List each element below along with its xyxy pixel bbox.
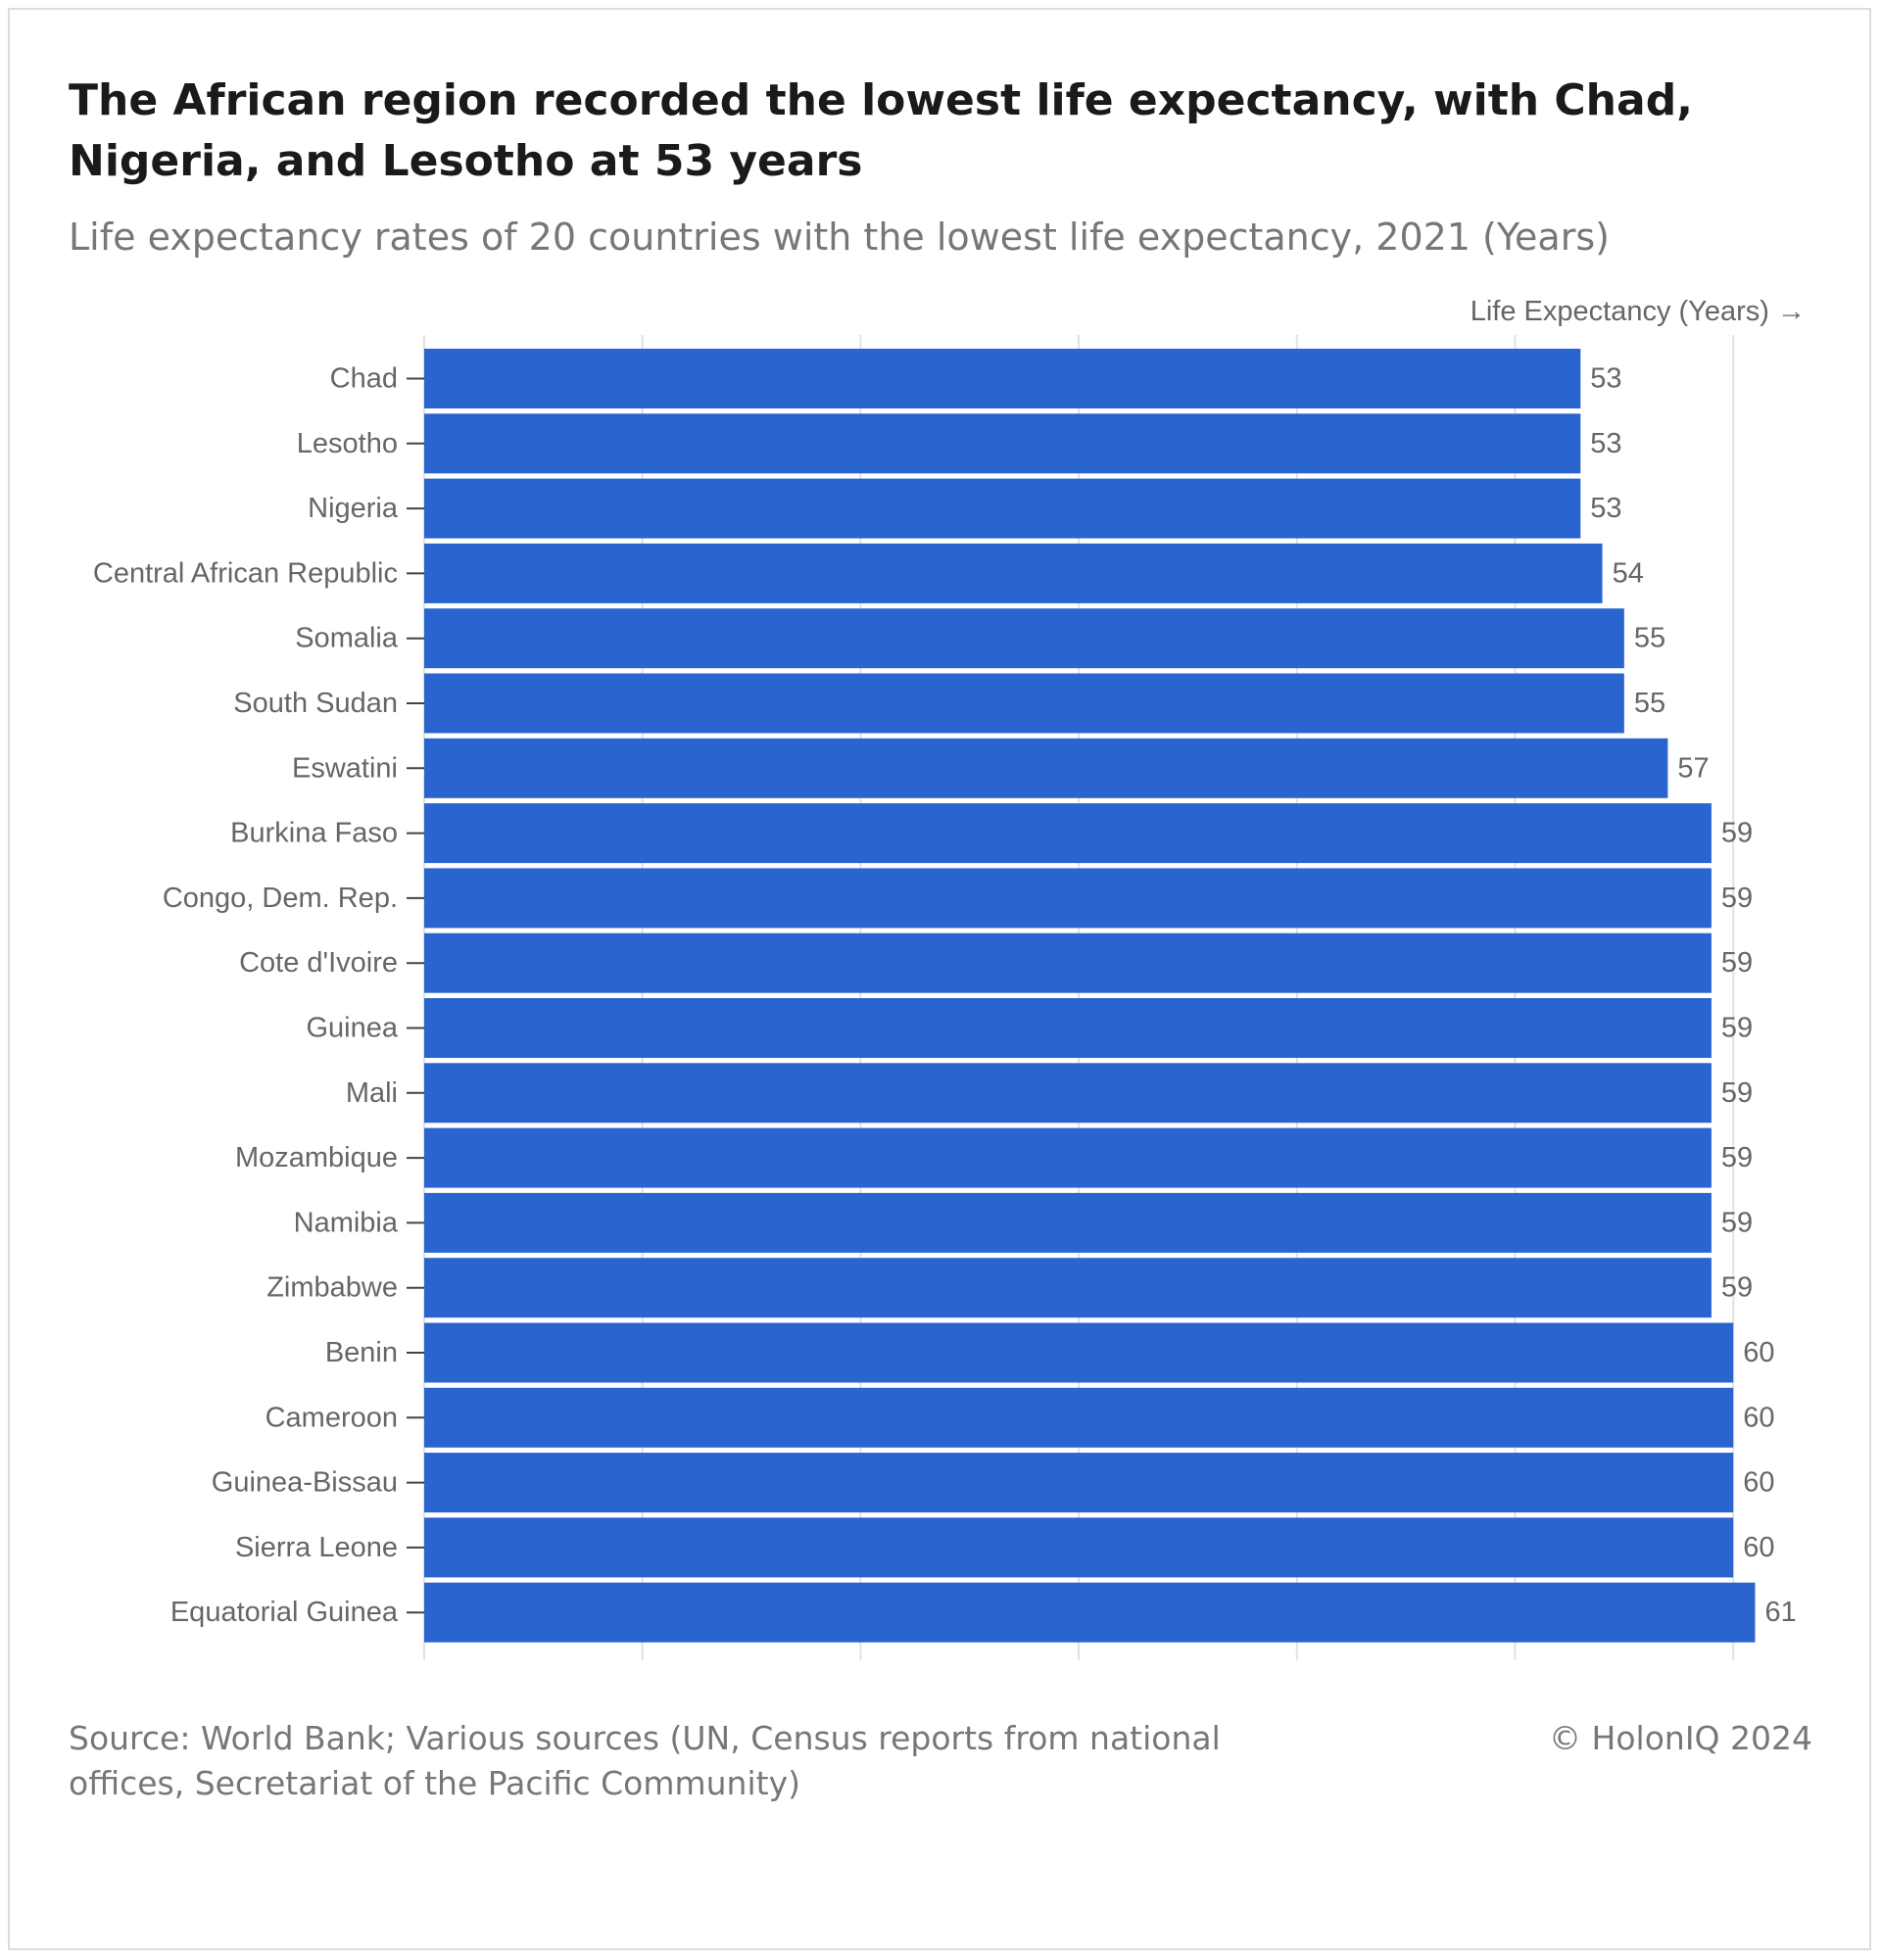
x-axis-label: Life Expectancy (Years) → bbox=[1471, 296, 1806, 327]
category-label: Guinea bbox=[306, 1013, 398, 1044]
category-label: Guinea-Bissau bbox=[212, 1467, 398, 1499]
category-label: Burkina Faso bbox=[230, 818, 398, 849]
data-label: 55 bbox=[1634, 688, 1665, 719]
data-label: 61 bbox=[1764, 1597, 1796, 1628]
source-note: Source: World Bank; Various sources (UN,… bbox=[69, 1719, 1221, 1802]
category-label: Benin bbox=[325, 1337, 398, 1368]
bar bbox=[424, 932, 1712, 993]
category-label: Cameroon bbox=[265, 1402, 398, 1433]
category-labels: Chad Lesotho Nigeria Central African Republ… bbox=[93, 363, 424, 1628]
data-label: 53 bbox=[1590, 428, 1621, 459]
category-label: Mozambique bbox=[235, 1142, 398, 1173]
category-label: Cote d'Ivoire bbox=[239, 947, 398, 979]
bar bbox=[424, 1453, 1734, 1513]
bar bbox=[424, 413, 1581, 474]
category-label: Central African Republic bbox=[93, 557, 398, 589]
data-label: 60 bbox=[1743, 1532, 1774, 1563]
bar bbox=[424, 608, 1624, 669]
bar bbox=[424, 1517, 1734, 1578]
bar bbox=[424, 1322, 1734, 1383]
bar bbox=[424, 478, 1581, 539]
chart-subtitle: Life expectancy rates of 20 countries wi… bbox=[69, 215, 1610, 259]
category-label: Equatorial Guinea bbox=[170, 1597, 399, 1628]
chart-title: The African region recorded the lowest l… bbox=[69, 75, 1693, 186]
bar bbox=[424, 1192, 1712, 1253]
bar bbox=[424, 1258, 1712, 1318]
bar bbox=[424, 998, 1712, 1058]
copyright-note: © HolonIQ 2024 bbox=[1549, 1719, 1812, 1757]
data-label: 54 bbox=[1613, 557, 1644, 589]
bar bbox=[424, 543, 1603, 603]
bar bbox=[424, 1127, 1712, 1188]
category-label: Namibia bbox=[294, 1207, 399, 1238]
data-label: 53 bbox=[1590, 363, 1621, 395]
category-label: South Sudan bbox=[233, 688, 398, 719]
data-label: 59 bbox=[1721, 818, 1753, 849]
category-label: Lesotho bbox=[297, 428, 398, 459]
data-label: 59 bbox=[1721, 883, 1753, 914]
bar bbox=[424, 868, 1712, 929]
bars bbox=[424, 349, 1756, 1643]
bar bbox=[424, 349, 1581, 408]
category-label: Mali bbox=[346, 1077, 398, 1109]
data-label: 53 bbox=[1590, 493, 1621, 524]
data-label: 59 bbox=[1721, 947, 1753, 979]
data-label: 59 bbox=[1721, 1077, 1753, 1109]
data-label: 60 bbox=[1743, 1467, 1774, 1499]
data-label: 59 bbox=[1721, 1142, 1753, 1173]
data-label: 59 bbox=[1721, 1272, 1753, 1304]
bar bbox=[424, 673, 1624, 734]
category-label: Somalia bbox=[295, 623, 399, 654]
category-label: Congo, Dem. Rep. bbox=[163, 883, 398, 914]
bar bbox=[424, 1063, 1712, 1123]
bar bbox=[424, 1582, 1756, 1643]
data-label: 60 bbox=[1743, 1337, 1774, 1368]
bar bbox=[424, 738, 1668, 798]
category-label: Eswatini bbox=[292, 752, 398, 784]
data-label: 59 bbox=[1721, 1207, 1753, 1238]
data-label: 59 bbox=[1721, 1013, 1753, 1044]
category-label: Chad bbox=[330, 363, 398, 395]
data-label: 57 bbox=[1677, 752, 1709, 784]
category-label: Sierra Leone bbox=[235, 1532, 398, 1563]
category-label: Nigeria bbox=[308, 493, 399, 524]
data-labels: 53 53 53 54 55 55 57 59 59 59 59 59 59 59 59 60 60 60 60 61 bbox=[1590, 363, 1796, 1629]
bar bbox=[424, 1387, 1734, 1448]
data-label: 60 bbox=[1743, 1402, 1774, 1433]
category-label: Zimbabwe bbox=[266, 1272, 398, 1304]
data-label: 55 bbox=[1634, 623, 1665, 654]
bar bbox=[424, 803, 1712, 864]
